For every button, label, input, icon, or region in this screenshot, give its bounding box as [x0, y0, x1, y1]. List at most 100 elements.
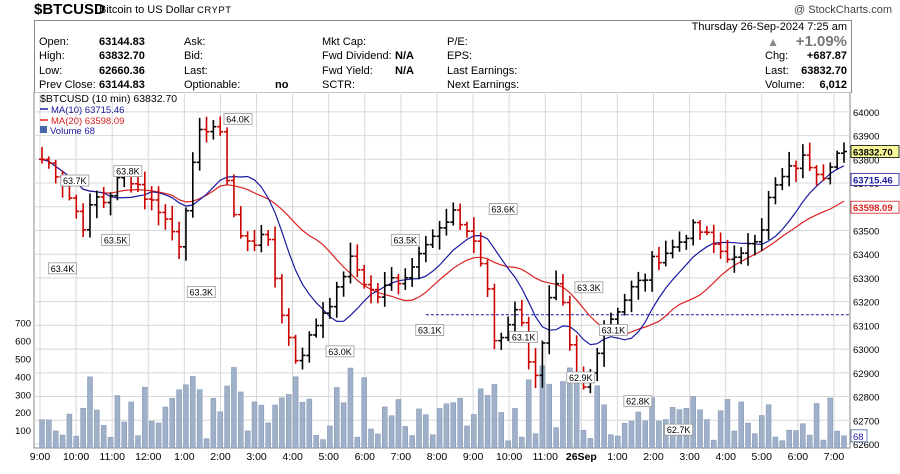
annotation-box	[415, 324, 445, 336]
volume-bar	[258, 404, 265, 449]
legend-volume-swatch	[40, 126, 47, 133]
optionable-label: Optionable:	[184, 79, 241, 91]
annotation-label: 62.7K	[667, 425, 691, 435]
volume-bar	[724, 399, 731, 449]
volume-bar	[621, 422, 628, 449]
volume-bar	[299, 401, 306, 449]
high-label: High:	[39, 50, 65, 62]
volume-bar	[100, 425, 107, 449]
chg-value: +687.87	[806, 50, 847, 62]
volume-bar	[525, 379, 532, 449]
value-tag-label: 63832.70	[853, 148, 893, 159]
x-tick-label: 12:00	[135, 451, 161, 463]
x-tick-label: 1:00	[174, 451, 195, 463]
mkt-cap-label: Mkt Cap:	[322, 36, 367, 48]
annotation-box	[566, 371, 596, 384]
volume-bar	[196, 389, 203, 449]
title-bar: $BTCUSD Bitcoin to US Dollar CRYPT @ Sto…	[0, 0, 900, 20]
volume-bar	[224, 385, 230, 449]
volume-bar	[203, 438, 210, 449]
ma20-line	[41, 158, 845, 336]
high-value: 63832.70	[99, 50, 145, 62]
x-tick-label: 5:00	[752, 451, 773, 463]
x-tick-label: 6:00	[355, 451, 376, 463]
volume-bar	[745, 422, 751, 449]
y-tick-label: 63500	[853, 226, 879, 237]
annotation-box	[223, 112, 253, 125]
annotation-label: 62.9K	[569, 373, 593, 383]
volume-bar	[464, 425, 470, 449]
ma20-series	[41, 158, 845, 336]
time-axis: 9:00 10:00 11:00 12:00 1:00 2:00 3:00 4:00 5:00 6…	[30, 451, 845, 463]
volume-bar	[512, 408, 518, 449]
volume-bar	[66, 413, 73, 449]
volume-bar	[656, 420, 662, 449]
plot-area	[33, 91, 851, 449]
volume-bar	[128, 401, 134, 449]
volume-bar	[697, 409, 703, 449]
annotation-label: 63.1K	[512, 333, 536, 343]
y-tick-label: 63100	[853, 321, 879, 332]
volume-bar	[292, 376, 299, 449]
volume-bar	[553, 427, 559, 449]
x-tick-label: 1:00	[607, 451, 628, 463]
volume-tick-label: 400	[15, 372, 31, 383]
volume-tick-label: 100	[15, 426, 31, 437]
volume-bar	[580, 430, 587, 449]
volume-bar	[176, 389, 182, 449]
annotation-label: 64.0K	[226, 114, 250, 124]
x-tick-label: 9:00	[463, 451, 484, 463]
last-label: Last:	[184, 65, 208, 77]
volume-bar	[711, 439, 717, 449]
volume-bar	[642, 420, 648, 449]
volume-bar	[272, 404, 278, 449]
price-chart[interactable]: 63.7K 63.4K 63.5K 63.8K 64.0K 63.3K 63.0K 63.5K…	[0, 91, 900, 469]
volume-bar	[340, 402, 347, 449]
volume-bar	[155, 422, 162, 449]
x-tick-label: 4:00	[715, 451, 736, 463]
volume-bar	[628, 420, 635, 449]
volume-bar	[800, 423, 806, 449]
volume-bar	[334, 387, 340, 449]
volume-bar	[738, 401, 744, 449]
exchange-label: CRYPT	[197, 5, 232, 16]
volume-bar	[436, 408, 443, 449]
annotation-box	[113, 165, 143, 177]
y-tick-label: 63000	[853, 345, 879, 356]
volume-bar	[286, 394, 292, 449]
y-tick-label: 63800	[853, 155, 879, 166]
y-tick-label: 63400	[853, 250, 879, 261]
volume-bar	[587, 438, 594, 449]
volume-bar	[477, 388, 484, 449]
value-tag-label: 63598.09	[853, 203, 893, 214]
volume-bar	[251, 401, 258, 449]
x-tick-label: 7:00	[391, 451, 412, 463]
pe-label: P/E:	[447, 36, 468, 48]
annotation-box	[488, 203, 518, 215]
sctr-label: SCTR:	[322, 79, 355, 91]
value-tag	[850, 200, 900, 214]
x-tick-label: 10:00	[496, 451, 522, 463]
last-price-label: Last:	[765, 65, 789, 77]
volume-bar	[183, 384, 189, 449]
price-annotations: 63.7K 63.4K 63.5K 63.8K 64.0K 63.3K 63.0K 63.5K…	[48, 112, 694, 436]
volume-bar	[841, 435, 847, 449]
volume-bar	[827, 397, 834, 449]
volume-bar	[73, 435, 80, 449]
volume-bar	[162, 406, 169, 449]
volume-bar	[395, 399, 402, 449]
quote-datetime: Thursday 26-Sep-2024 7:25 am	[691, 21, 847, 33]
volume-bar	[560, 381, 566, 449]
volume-bar	[806, 434, 813, 449]
volume-bar	[608, 434, 614, 449]
volume-bar	[361, 377, 367, 449]
chart-legend: $BTCUSD (10 min) 63832.70 MA(10) 63715.4…	[40, 93, 177, 137]
volume-bar	[416, 408, 422, 449]
volume-bar	[87, 376, 93, 449]
legend-ma20: MA(20) 63598.09	[51, 116, 124, 127]
open-label: Open:	[39, 36, 69, 48]
x-tick-label: 11:00	[532, 451, 558, 463]
annotation-label: 63.5K	[104, 235, 128, 245]
volume-bar	[375, 433, 381, 449]
fwd-dividend-value: N/A	[395, 50, 414, 62]
